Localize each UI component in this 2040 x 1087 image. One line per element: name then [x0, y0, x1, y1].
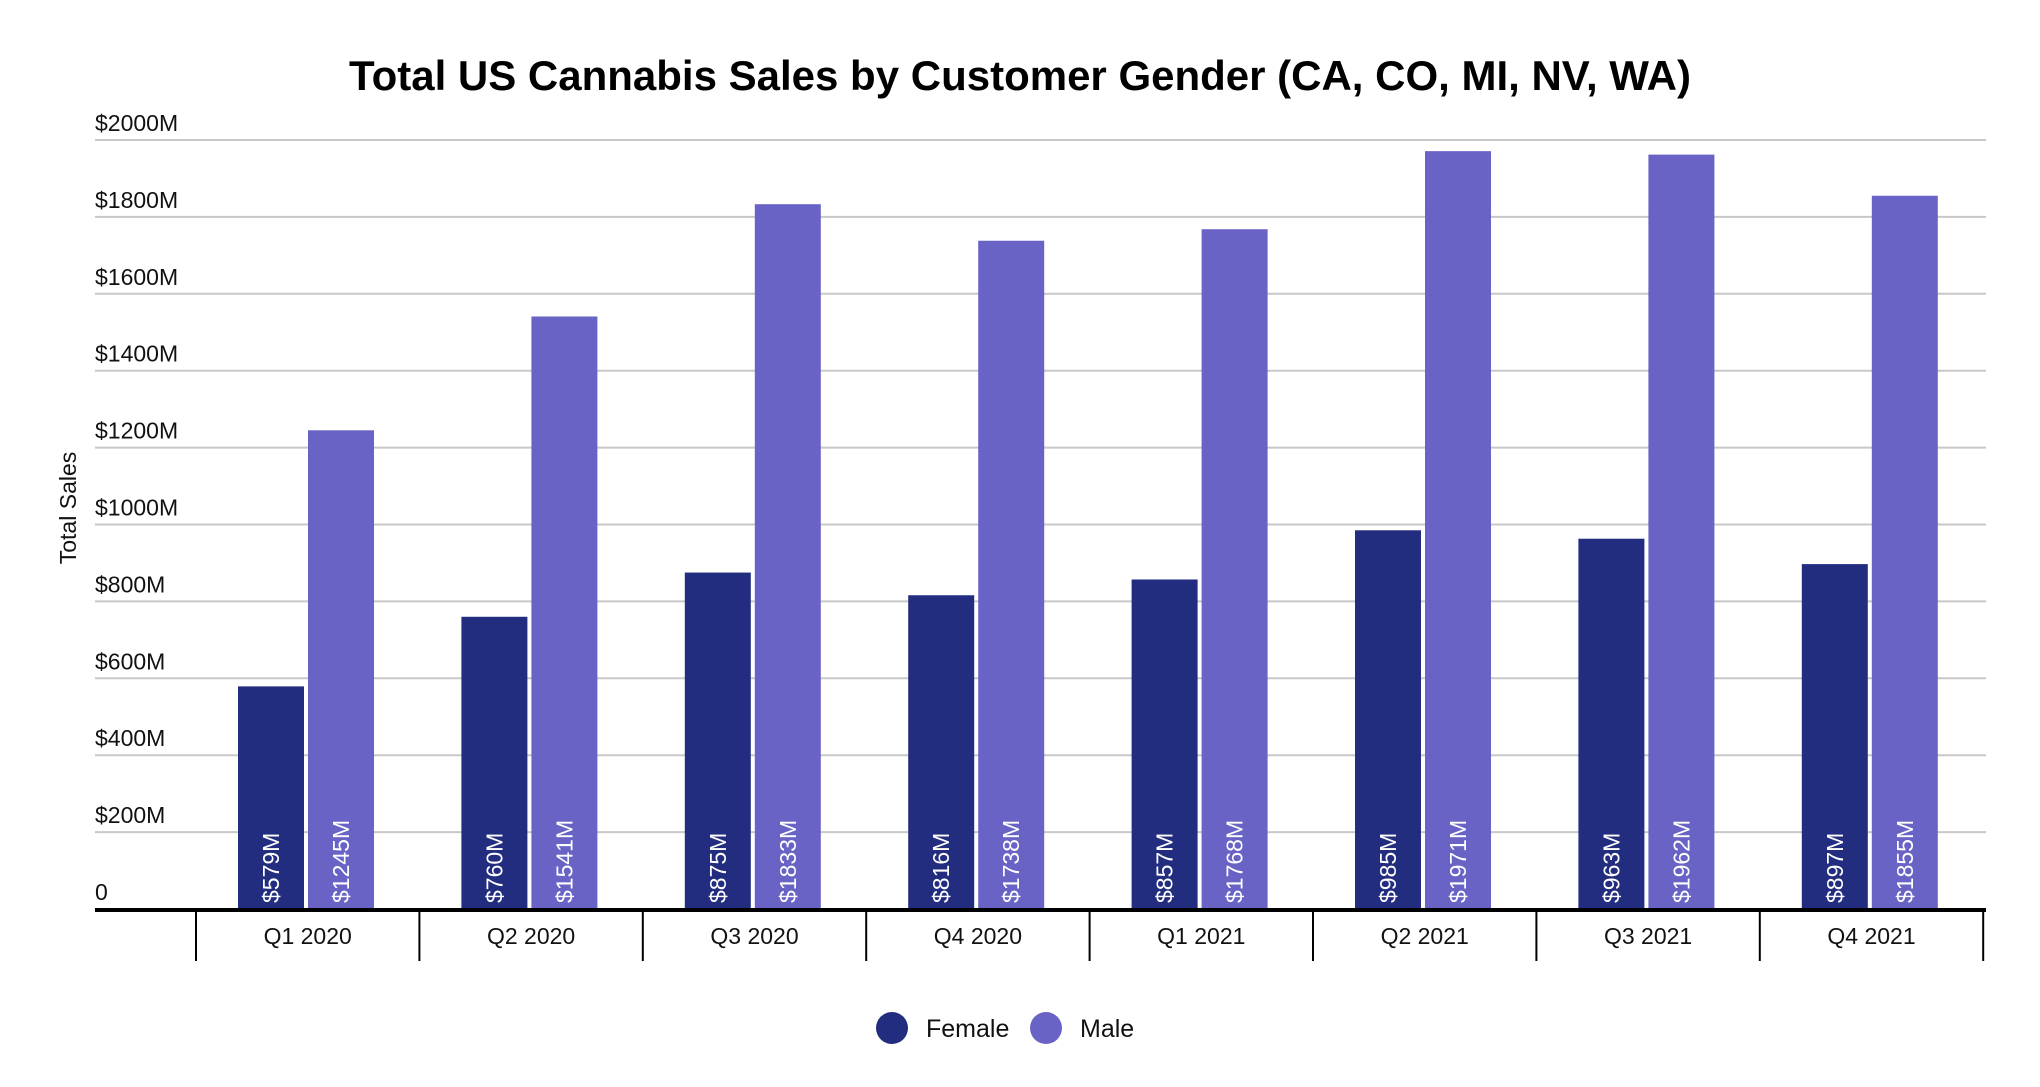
bar-male [531, 316, 598, 910]
x-tick-label: Q2 2021 [1381, 923, 1469, 949]
bar-female [1355, 530, 1421, 909]
bar-female [1578, 538, 1645, 909]
legend-label-female: Female [926, 1015, 1009, 1043]
bar-value-label: $1855M [1892, 820, 1918, 903]
bar-male [754, 204, 821, 910]
bar-value-label: $985M [1375, 833, 1401, 903]
x-tick-label: Q1 2021 [1157, 923, 1245, 949]
y-tick-label: $600M [95, 648, 165, 674]
bars: $579M $1245M $760M $1541M $875M $1833M $816M $1… [238, 151, 1938, 910]
bar-value-label: $579M [258, 833, 284, 903]
x-tick-label: Q1 2020 [264, 923, 352, 949]
x-tick-label: Q3 2021 [1604, 923, 1692, 949]
bar-male [978, 240, 1045, 909]
bar-value-label: $1245M [328, 820, 354, 903]
bar-value-label: $816M [928, 833, 954, 903]
bar-value-label: $1768M [1222, 820, 1248, 903]
bar-value-label: $897M [1822, 833, 1848, 903]
bar-male [1425, 151, 1491, 909]
chart-title: Total US Cannabis Sales by Customer Gend… [349, 52, 1691, 99]
y-axis-title: Total Sales [55, 452, 81, 565]
y-tick-label: $200M [95, 802, 165, 828]
y-tick-label: $1200M [95, 418, 178, 444]
y-tick-label: $1400M [95, 341, 178, 367]
bar-female [1801, 564, 1868, 909]
x-tick-label: Q2 2020 [487, 923, 575, 949]
bar-value-label: $1833M [775, 820, 801, 903]
bar-value-label: $1962M [1668, 820, 1694, 903]
y-tick-label: 0 [95, 879, 108, 905]
bar-value-label: $1541M [551, 820, 577, 903]
bar-male [1648, 154, 1715, 910]
x-axis: Q1 2020 Q2 2020 Q3 2020 Q4 2020 Q1 2021 Q2 20… [95, 908, 1986, 961]
bar-value-label: $857M [1152, 833, 1178, 903]
bar-male [1201, 229, 1268, 910]
legend-marker-male [1030, 1012, 1062, 1044]
x-tick-label: Q4 2021 [1827, 923, 1915, 949]
bar-value-label: $1971M [1445, 820, 1471, 903]
bar-male [1871, 195, 1938, 909]
legend: Female Male [876, 1012, 1134, 1044]
y-tick-label: $1000M [95, 495, 178, 521]
bar-value-label: $760M [481, 833, 507, 903]
y-tick-label: $2000M [95, 110, 178, 136]
bar-female [908, 595, 975, 909]
bar-value-label: $963M [1598, 833, 1624, 903]
legend-marker-female [876, 1012, 908, 1044]
x-tick-label: Q3 2020 [710, 923, 798, 949]
bar-female [684, 572, 751, 909]
bar-male [308, 430, 374, 909]
y-tick-label: $400M [95, 725, 165, 751]
y-tick-label: $1800M [95, 187, 178, 213]
y-tick-label: $800M [95, 571, 165, 597]
y-tick-label: $1600M [95, 264, 178, 290]
bar-female [238, 686, 304, 909]
bar-value-label: $1738M [998, 820, 1024, 903]
bar-value-label: $875M [705, 833, 731, 903]
bar-female [461, 616, 528, 909]
x-tick-label: Q4 2020 [934, 923, 1022, 949]
bar-female [1131, 579, 1198, 909]
legend-label-male: Male [1080, 1015, 1134, 1043]
